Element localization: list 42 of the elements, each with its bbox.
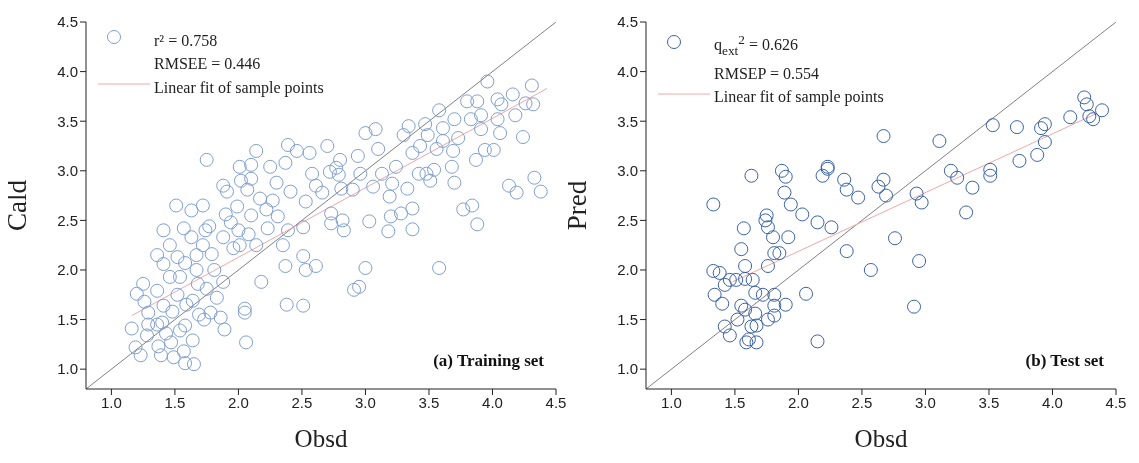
legend-label: Linear fit of sample points [714,87,884,108]
y-tick-label: 2.0 [617,261,638,279]
annotation: RMSEP = 0.554 [714,63,819,84]
annotation: (b) Test set [1025,351,1104,371]
x-tick-label: 3.0 [355,393,376,411]
x-tick-label: 1.0 [100,393,122,411]
y-tick-label: 4.0 [617,62,638,80]
y-tick-label: 2.0 [57,261,78,279]
x-tick-label: 4.5 [545,393,567,411]
x-tick-label: 4.0 [1042,393,1063,411]
x-tick-label: 4.5 [1105,393,1127,411]
x-tick-label: 4.0 [482,393,503,411]
y-tick-label: 3.5 [57,112,78,130]
x-tick-label: 2.0 [788,393,809,411]
x-tick-label: 3.5 [978,393,1000,411]
x-tick-label: 2.0 [228,393,249,411]
x-tick-label: 1.5 [164,393,186,411]
y-tick-label: 2.5 [57,211,78,229]
y-tick-label: 1.5 [57,310,78,328]
y-tick-label: 1.5 [617,310,638,328]
x-tick-label: 2.5 [291,393,313,411]
x-tick-label: 1.5 [724,393,746,411]
y-tick-label: 1.0 [617,360,638,378]
y-tick-label: 4.0 [57,62,78,80]
x-axis-title: Obsd [294,425,348,452]
y-tick-label: 3.0 [57,162,78,180]
legend-label: r² = 0.758 [154,30,218,51]
x-tick-label: 2.5 [851,393,873,411]
y-tick-label: 3.5 [617,112,638,130]
y-tick-label: 2.5 [617,211,638,229]
y-tick-label: 4.5 [57,13,78,31]
x-tick-label: 1.0 [660,393,682,411]
x-tick-label: 3.5 [418,393,440,411]
legend-label: q$_{ext}$$^{2}$ = 0.626 [714,31,798,60]
legend-label: Linear fit of sample points [154,77,324,99]
y-tick-label: 3.0 [617,162,638,180]
annotation: RMSEE = 0.446 [154,54,261,74]
annotation: (a) Training set [433,351,544,371]
x-axis-title: Obsd [854,425,908,452]
y-tick-label: 4.5 [617,13,638,31]
y-tick-label: 1.0 [57,360,78,378]
x-tick-label: 3.0 [915,393,936,411]
